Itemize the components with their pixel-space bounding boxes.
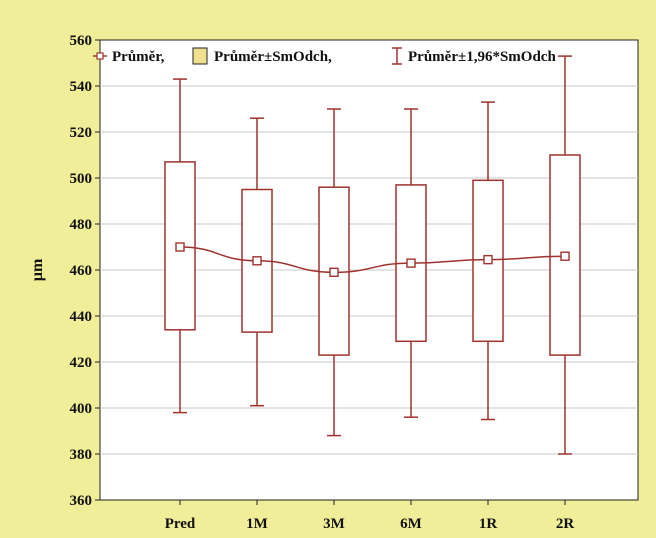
mean-markers — [175, 242, 570, 277]
legend-box-icon — [192, 47, 208, 65]
x-tick-label: 2R — [556, 516, 575, 532]
box-group — [549, 55, 581, 455]
y-tick-label: 380 — [70, 447, 93, 463]
x-tick-label: 1R — [479, 516, 498, 532]
x-tick-label: 6M — [400, 516, 422, 532]
x-tick-label: Pred — [165, 516, 196, 532]
mean-marker — [252, 256, 262, 266]
mean-marker — [406, 258, 416, 268]
sd-box — [549, 154, 581, 356]
x-tick-label: 3M — [323, 516, 345, 532]
box-group — [164, 78, 196, 414]
y-tick-label: 460 — [70, 263, 93, 279]
y-tick-label: 480 — [70, 217, 93, 233]
legend-label-mean: Průměr, — [112, 49, 165, 65]
y-tick-label: 420 — [70, 355, 93, 371]
y-tick-label: 500 — [70, 171, 93, 187]
y-axis-tick-labels: 360 380 400 420 440 460 480 500 520 540 560 — [70, 33, 93, 509]
mean-marker — [483, 254, 493, 265]
legend: Průměr, Průměr±SmOdch, Průměr±1,96*SmOdch — [93, 47, 556, 65]
legend-label-ci: Průměr±1,96*SmOdch — [408, 49, 556, 65]
y-tick-label: 360 — [70, 493, 93, 509]
mean-marker — [329, 267, 339, 277]
y-axis-title: µm — [29, 258, 46, 281]
box-series — [164, 55, 581, 455]
legend-mean-marker-icon — [96, 52, 104, 60]
y-tick-label: 560 — [70, 33, 93, 49]
y-tick-label: 440 — [70, 309, 93, 325]
legend-label-sd: Průměr±SmOdch, — [214, 49, 332, 65]
y-tick-label: 540 — [70, 79, 93, 95]
x-axis-tick-labels: Pred 1M 3M 6M 1R 2R — [165, 500, 575, 532]
mean-marker — [175, 242, 185, 252]
x-tick-label: 1M — [246, 516, 268, 532]
y-tick-label: 400 — [70, 401, 93, 417]
mean-marker — [560, 251, 570, 261]
y-tick-label: 520 — [70, 125, 93, 141]
